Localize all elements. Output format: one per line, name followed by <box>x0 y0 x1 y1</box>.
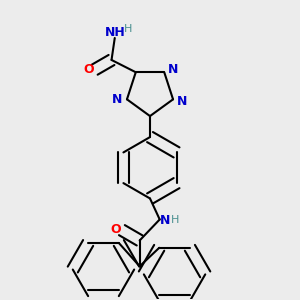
Text: NH: NH <box>104 26 125 39</box>
Text: H: H <box>124 24 132 34</box>
Text: O: O <box>110 223 121 236</box>
Text: N: N <box>177 95 187 108</box>
Text: N: N <box>168 63 178 76</box>
Text: H: H <box>171 215 179 225</box>
Text: N: N <box>160 214 171 226</box>
Text: N: N <box>112 93 122 106</box>
Text: O: O <box>83 62 94 76</box>
